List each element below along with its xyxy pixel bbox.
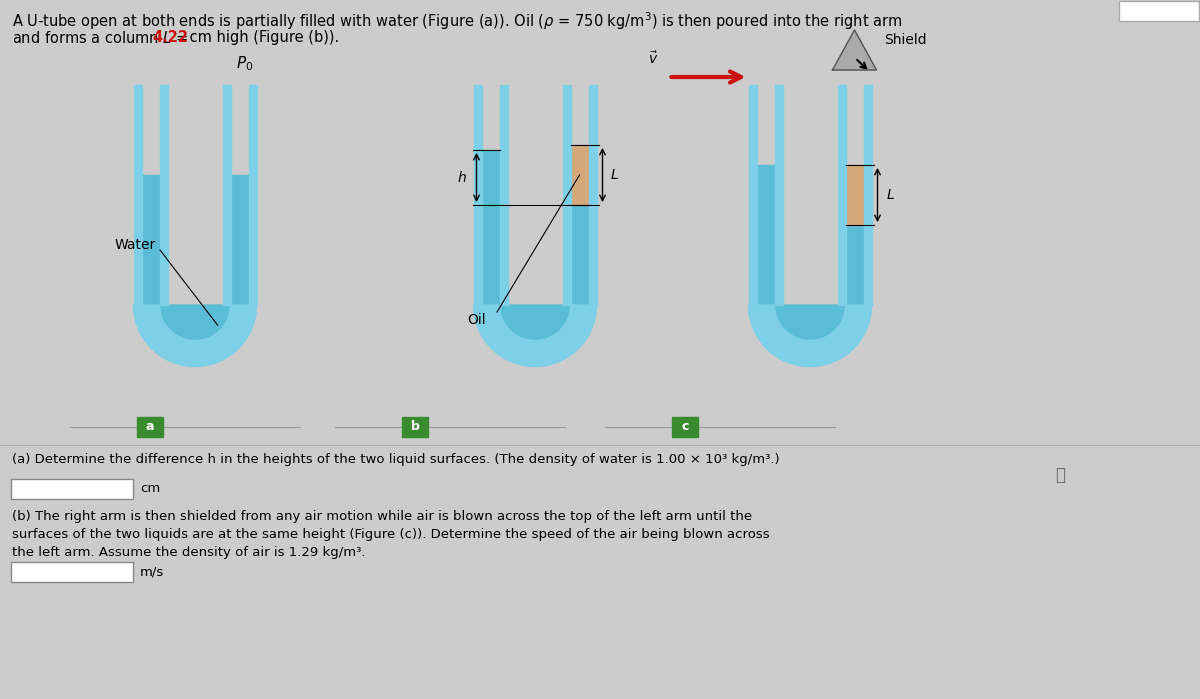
Polygon shape xyxy=(133,85,142,305)
Polygon shape xyxy=(833,30,876,70)
Polygon shape xyxy=(749,305,871,366)
FancyBboxPatch shape xyxy=(137,417,163,437)
Text: the left arm. Assume the density of air is 1.29 kg/m³.: the left arm. Assume the density of air … xyxy=(12,546,366,559)
Polygon shape xyxy=(474,85,481,305)
FancyBboxPatch shape xyxy=(402,417,428,437)
Polygon shape xyxy=(774,85,782,305)
Polygon shape xyxy=(222,85,230,305)
Text: Shield: Shield xyxy=(884,33,928,47)
Text: c: c xyxy=(682,421,689,433)
Polygon shape xyxy=(749,85,756,305)
Text: $\vec{v}$: $\vec{v}$ xyxy=(648,50,659,67)
Text: 4.22: 4.22 xyxy=(152,30,188,45)
Polygon shape xyxy=(864,85,871,305)
FancyBboxPatch shape xyxy=(11,479,133,499)
Polygon shape xyxy=(230,175,248,305)
FancyBboxPatch shape xyxy=(1120,1,1199,21)
Text: Oil: Oil xyxy=(468,313,486,327)
Polygon shape xyxy=(756,165,774,305)
Polygon shape xyxy=(563,85,570,305)
Text: $L$: $L$ xyxy=(886,188,894,202)
Text: m/s: m/s xyxy=(140,565,164,579)
Text: $L$: $L$ xyxy=(611,168,619,182)
Text: A U-tube open at both ends is partially filled with water (Figure (a)). Oil ($\r: A U-tube open at both ends is partially … xyxy=(12,10,902,31)
Text: (b) The right arm is then shielded from any air motion while air is blown across: (b) The right arm is then shielded from … xyxy=(12,510,752,523)
Text: ⓘ: ⓘ xyxy=(1055,466,1066,484)
Text: cm high (Figure (b)).: cm high (Figure (b)). xyxy=(185,30,340,45)
Polygon shape xyxy=(474,305,596,366)
Polygon shape xyxy=(774,305,846,340)
Text: $h$: $h$ xyxy=(457,170,467,185)
Polygon shape xyxy=(838,85,846,305)
Text: (a) Determine the difference h in the heights of the two liquid surfaces. (The d: (a) Determine the difference h in the he… xyxy=(12,453,780,466)
Polygon shape xyxy=(846,225,864,305)
FancyBboxPatch shape xyxy=(672,417,698,437)
Polygon shape xyxy=(142,175,160,305)
Polygon shape xyxy=(570,205,588,305)
Polygon shape xyxy=(160,85,168,305)
FancyBboxPatch shape xyxy=(11,562,133,582)
Polygon shape xyxy=(588,85,596,305)
Text: surfaces of the two liquids are at the same height (Figure (c)). Determine the s: surfaces of the two liquids are at the s… xyxy=(12,528,769,541)
Text: and forms a column $L$ =: and forms a column $L$ = xyxy=(12,30,190,46)
Text: Water: Water xyxy=(114,238,156,252)
Polygon shape xyxy=(133,305,257,366)
Polygon shape xyxy=(160,305,230,340)
Polygon shape xyxy=(846,165,864,225)
Text: b: b xyxy=(410,421,420,433)
Polygon shape xyxy=(248,85,257,305)
Polygon shape xyxy=(499,305,570,340)
Polygon shape xyxy=(499,85,508,305)
Text: a: a xyxy=(145,421,155,433)
Polygon shape xyxy=(570,145,588,205)
Polygon shape xyxy=(481,150,499,305)
Text: $P_0$: $P_0$ xyxy=(236,55,253,73)
Text: cm: cm xyxy=(140,482,161,496)
